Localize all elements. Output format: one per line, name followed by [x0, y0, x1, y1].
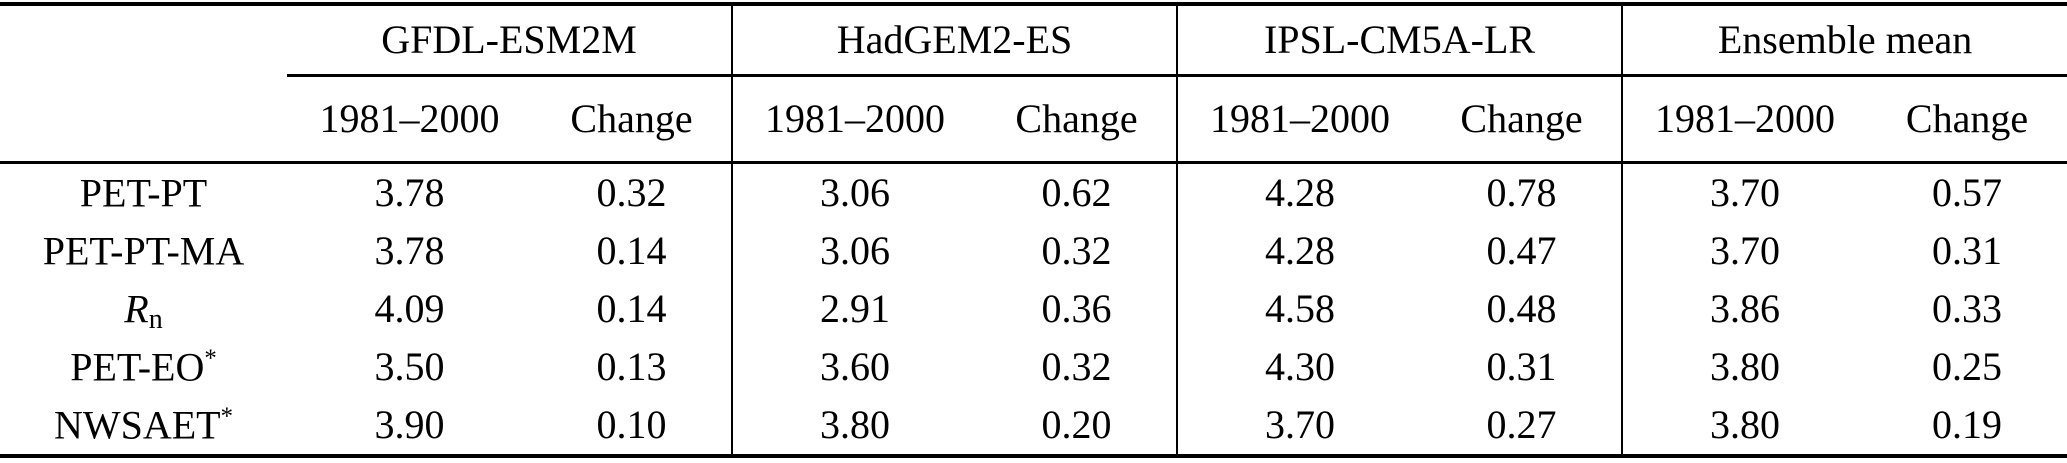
value-cell: 3.70 — [1621, 162, 1868, 222]
value-cell: 4.28 — [1176, 222, 1422, 280]
subheader-period: 1981–2000 — [1621, 75, 1868, 164]
subheader-change: Change — [1422, 75, 1623, 164]
value-cell: 0.31 — [1486, 344, 1557, 389]
group-header-gfdl-esm2m: GFDL-ESM2M — [287, 4, 732, 77]
row-label-italic: R — [124, 286, 149, 332]
value-cell: 0.14 — [596, 286, 667, 331]
value-cell: 3.78 — [374, 170, 445, 215]
row-label-text: PET-EO — [70, 344, 205, 390]
value-cell: 3.80 — [731, 396, 977, 456]
value-cell: 0.13 — [596, 344, 667, 389]
row-label: PET-PT — [0, 163, 287, 223]
value-cell: 3.80 — [1621, 396, 1868, 456]
value-cell: 3.50 — [374, 344, 445, 389]
row-label-subscript: n — [148, 304, 163, 336]
row-label-text: PET-PT — [79, 170, 208, 216]
subheader-period: 1981–2000 — [1176, 75, 1422, 164]
value-cell: 0.19 — [1932, 402, 2003, 447]
value-cell: 0.57 — [1932, 170, 2003, 215]
value-cell: 3.60 — [731, 338, 977, 396]
value-cell: 3.78 — [374, 228, 445, 273]
value-cell: 0.32 — [596, 170, 667, 215]
row-label-superscript: * — [220, 402, 234, 430]
group-header-hadgem2-es: HadGEM2-ES — [731, 4, 1177, 77]
row-label-superscript: * — [204, 344, 217, 372]
value-cell: 0.27 — [1486, 402, 1557, 447]
row-label: NWSAET* — [0, 396, 287, 456]
value-cell: 0.14 — [596, 228, 667, 273]
value-cell: 3.86 — [1621, 280, 1868, 338]
value-cell: 0.32 — [1041, 344, 1112, 389]
value-cell: 0.62 — [1041, 170, 1112, 215]
table-row-pet-pt: PET-PT 3.78 0.32 3.06 0.62 4.28 0.78 3.7… — [0, 162, 2067, 223]
group-header-ensemble-mean: Ensemble mean — [1621, 4, 2067, 77]
value-cell: 3.90 — [374, 402, 445, 447]
subheader-change: Change — [977, 75, 1177, 164]
row-label: PET-PT-MA — [0, 222, 287, 280]
row-label-text: PET-PT-MA — [42, 228, 245, 274]
value-cell: 3.06 — [731, 222, 977, 280]
row-label-text: NWSAET — [53, 402, 221, 448]
row-label: Rn — [0, 280, 287, 338]
value-cell: 4.09 — [374, 286, 445, 331]
value-cell: 4.30 — [1176, 338, 1422, 396]
value-cell: 0.78 — [1486, 170, 1557, 215]
value-cell: 0.31 — [1932, 228, 2003, 273]
table-row-nwsaet: NWSAET* 3.90 0.10 3.80 0.20 3.70 0.27 3.… — [0, 396, 2067, 456]
value-cell: 0.48 — [1486, 286, 1557, 331]
table-row-rn: Rn 4.09 0.14 2.91 0.36 4.58 0.48 3.86 0.… — [0, 280, 2067, 338]
value-cell: 3.06 — [731, 162, 977, 222]
value-cell: 4.28 — [1176, 162, 1422, 222]
value-cell: 4.58 — [1176, 280, 1422, 338]
value-cell: 0.25 — [1932, 344, 2003, 389]
value-cell: 0.33 — [1932, 286, 2003, 331]
value-cell: 0.32 — [1041, 228, 1112, 273]
value-cell: 0.10 — [596, 402, 667, 447]
value-cell: 3.70 — [1176, 396, 1422, 456]
subheader-change: Change — [1867, 75, 2067, 164]
value-cell: 3.70 — [1621, 222, 1868, 280]
table-row-pet-eo: PET-EO* 3.50 0.13 3.60 0.32 4.30 0.31 3.… — [0, 338, 2067, 396]
subheader-corner-cell — [0, 75, 287, 164]
group-header-ipsl-cm5a-lr: IPSL-CM5A-LR — [1175, 4, 1623, 77]
corner-cell — [0, 4, 287, 76]
subheader-period: 1981–2000 — [731, 75, 977, 164]
table-row-pet-pt-ma: PET-PT-MA 3.78 0.14 3.06 0.32 4.28 0.47 … — [0, 222, 2067, 280]
value-cell: 0.20 — [1041, 402, 1112, 447]
value-cell: 0.36 — [1041, 286, 1112, 331]
row-label: PET-EO* — [0, 338, 287, 396]
subheader-period: 1981–2000 — [287, 75, 532, 164]
group-header-row: GFDL-ESM2M HadGEM2-ES IPSL-CM5A-LR Ensem… — [0, 4, 2067, 77]
value-cell: 2.91 — [731, 280, 977, 338]
subheader-row: 1981–2000 Change 1981–2000 Change 1981–2… — [0, 75, 2067, 164]
value-cell: 0.47 — [1486, 228, 1557, 273]
subheader-change: Change — [532, 75, 732, 164]
value-cell: 3.80 — [1621, 338, 1868, 396]
